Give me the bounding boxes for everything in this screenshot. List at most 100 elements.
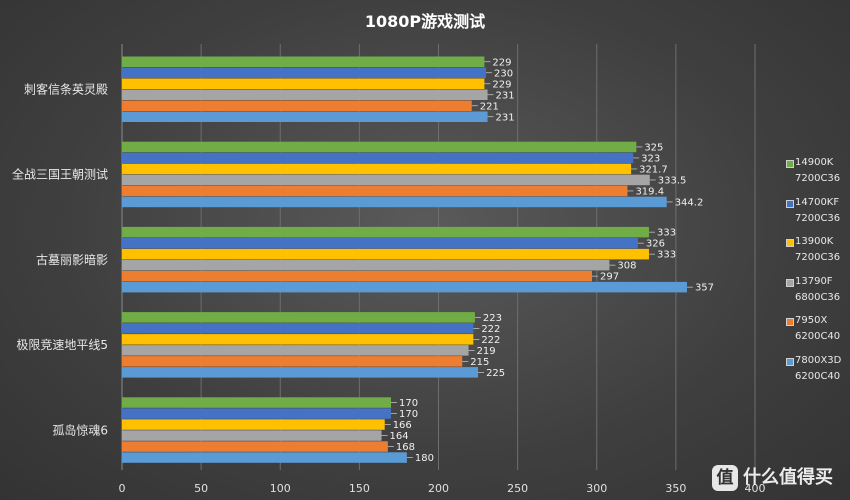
data-label: 333 — [657, 228, 676, 239]
watermark-logo-icon — [712, 465, 738, 491]
bar — [122, 270, 593, 282]
legend-label: 14900K 7200C36 — [795, 155, 850, 187]
data-labels: 229230229231221231325323321.7333.5319.43… — [381, 57, 714, 464]
data-label: 166 — [393, 420, 412, 431]
bar — [122, 89, 488, 100]
bar — [122, 56, 485, 67]
bars — [122, 56, 687, 463]
data-label: 219 — [477, 346, 496, 357]
data-label: 225 — [486, 368, 505, 379]
bar — [122, 141, 637, 153]
data-label: 344.2 — [675, 197, 704, 208]
bar — [122, 356, 463, 367]
legend-label: 14700KF 7200C36 — [795, 195, 850, 227]
bar — [122, 100, 472, 111]
data-label: 323 — [641, 153, 660, 164]
category-label: 极限竞速地平线5 — [16, 338, 108, 352]
data-label: 231 — [496, 112, 515, 123]
bar — [122, 152, 634, 164]
legend-label-line: 7200C36 — [795, 252, 841, 263]
data-label: 297 — [600, 272, 619, 283]
bar — [122, 196, 667, 208]
bar — [122, 334, 474, 345]
legend-label: 7950X 6200C40 — [795, 313, 850, 345]
legend-label-line: 7200C36 — [795, 173, 841, 184]
legend-item: 13900K 7200C36 — [786, 234, 850, 274]
bar — [122, 419, 385, 430]
data-label: 164 — [390, 431, 409, 442]
bar — [122, 312, 475, 323]
legend-swatch — [786, 239, 794, 247]
legend-label-line: 6200C40 — [795, 331, 841, 342]
legend-label: 13900K 7200C36 — [795, 234, 850, 266]
data-label: 170 — [399, 398, 418, 409]
data-label: 230 — [494, 68, 513, 79]
category-label: 刺客信条英灵殿 — [24, 82, 108, 97]
data-label: 180 — [415, 453, 434, 464]
category-label: 全战三国王朝测试 — [12, 167, 108, 182]
legend-item: 13790F 6800C36 — [786, 274, 850, 314]
data-label: 308 — [617, 261, 636, 272]
x-tick-labels: 0 50 100 150 200 250 300 350 400 — [119, 482, 766, 495]
bar — [122, 397, 392, 408]
bar — [122, 78, 485, 89]
x-tick-label: 100 — [270, 482, 291, 495]
legend-item: 7950X 6200C40 — [786, 313, 850, 353]
data-label: 325 — [644, 142, 663, 153]
x-tick-label: 250 — [507, 482, 528, 495]
bar — [122, 259, 610, 271]
x-tick-label: 300 — [586, 482, 607, 495]
data-label: 319.4 — [635, 186, 664, 197]
legend-label-line: 13790F — [795, 275, 833, 287]
bar — [122, 441, 388, 452]
legend-label-line: 7950X — [795, 315, 828, 326]
data-label: 222 — [481, 324, 500, 335]
data-label: 326 — [646, 239, 665, 250]
x-tick-label: 400 — [745, 482, 766, 495]
data-label: 231 — [496, 90, 515, 101]
bar — [122, 111, 488, 122]
bar — [122, 248, 649, 260]
bar — [122, 174, 650, 186]
watermark: 值 什么值得买 — [712, 464, 846, 494]
legend: 14900K 7200C36 14700KF 7200C36 13900K 7200C36… — [786, 155, 850, 392]
legend-label-line: 14900K — [795, 157, 834, 168]
bar — [122, 430, 382, 441]
bar — [122, 452, 407, 463]
legend-label-line: 7800X3D — [795, 354, 842, 366]
legend-swatch — [786, 160, 794, 168]
legend-swatch — [786, 199, 794, 208]
chart-title: 1080P游戏测试 — [365, 12, 485, 31]
legend-label-line: 7200C36 — [795, 212, 841, 224]
data-label: 357 — [695, 283, 714, 294]
bar — [122, 408, 392, 419]
data-label: 229 — [492, 57, 511, 68]
legend-label-line: 14700KF — [795, 196, 840, 208]
category-label: 古墓丽影暗影 — [36, 252, 108, 267]
bar — [122, 345, 469, 356]
data-label: 215 — [470, 357, 489, 368]
bar — [122, 226, 649, 238]
data-label: 321.7 — [639, 164, 668, 175]
legend-swatch — [786, 357, 794, 366]
x-tick-label: 150 — [349, 482, 370, 495]
legend-label: 7800X3D 6200C40 — [795, 353, 850, 385]
x-tick-label: 350 — [665, 482, 686, 495]
watermark-logo-glyph: 值 — [716, 468, 734, 488]
x-tick-label: 50 — [194, 482, 208, 495]
legend-label-line: 13900K — [795, 236, 834, 247]
category-label: 孤岛惊魂6 — [52, 422, 108, 437]
x-tick-label: 0 — [119, 482, 126, 495]
bar — [122, 281, 687, 293]
bar — [122, 323, 474, 334]
data-label: 221 — [480, 101, 499, 112]
bar — [122, 163, 632, 175]
data-label: 170 — [399, 409, 418, 420]
bar — [122, 185, 628, 197]
legend-label: 13790F 6800C36 — [795, 274, 850, 306]
legend-item: 14700KF 7200C36 — [786, 195, 850, 235]
legend-label-line: 6200C40 — [795, 370, 841, 382]
x-tick-label: 200 — [428, 482, 449, 495]
